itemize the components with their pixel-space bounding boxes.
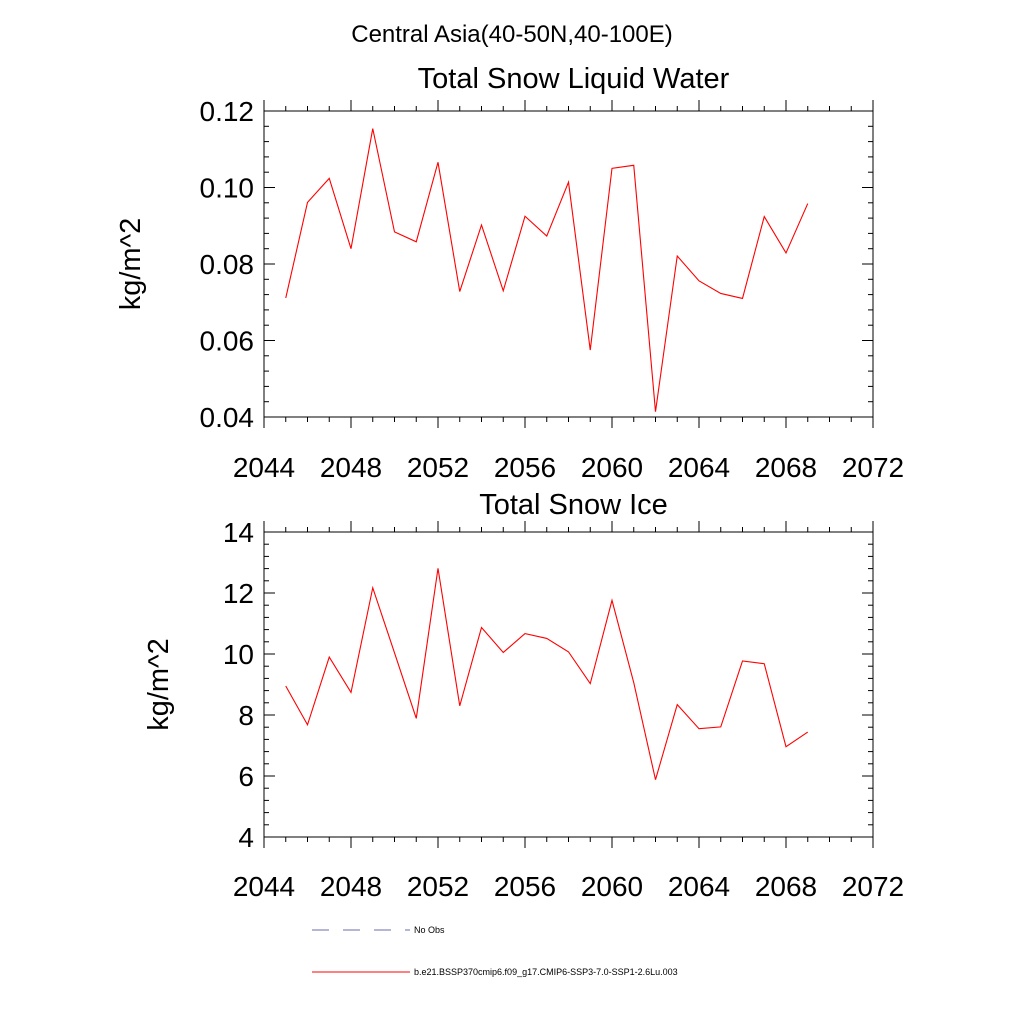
x-tick-label: 2068 xyxy=(755,871,817,902)
y-tick-label: 0.06 xyxy=(200,326,255,357)
x-tick-label: 2060 xyxy=(581,871,643,902)
y-tick-label: 14 xyxy=(223,517,254,548)
chart-panel-2: Total Snow Ice kg/m^2 2044 2048 2052 2056 2060… xyxy=(143,489,904,902)
chart-title: Total Snow Liquid Water xyxy=(418,63,730,95)
y-tick-label: 0.12 xyxy=(200,96,255,127)
x-tick-label: 2072 xyxy=(842,452,904,483)
chart-title: Total Snow Ice xyxy=(479,489,668,521)
y-tick-label: 8 xyxy=(238,700,254,731)
legend-label-no-obs: No Obs xyxy=(414,925,445,935)
x-tick-label: 2068 xyxy=(755,452,817,483)
y-axis-label: kg/m^2 xyxy=(143,638,175,731)
x-tick-label: 2072 xyxy=(842,871,904,902)
chart-panel-1: Total Snow Liquid Water kg/m^2 2044 2048 205… xyxy=(115,63,904,483)
x-tick-label: 2056 xyxy=(494,871,556,902)
x-tick-label: 2044 xyxy=(233,452,295,483)
y-tick-label: 0.08 xyxy=(200,249,255,280)
x-tick-label: 2048 xyxy=(320,452,382,483)
series-line-1 xyxy=(285,128,809,412)
y-axis-label: kg/m^2 xyxy=(115,218,147,311)
y-tick-label: 0.10 xyxy=(200,173,255,204)
y-tick-label: 12 xyxy=(223,578,254,609)
plot-frame xyxy=(263,110,874,418)
figure-suptitle: Central Asia(40-50N,40-100E) xyxy=(351,21,673,48)
x-tick-label: 2044 xyxy=(233,871,295,902)
x-tick-label: 2060 xyxy=(581,452,643,483)
y-tick-label: 4 xyxy=(238,822,254,853)
x-tick-label: 2052 xyxy=(407,871,469,902)
y-tick-label: 0.04 xyxy=(200,402,255,433)
x-tick-label: 2064 xyxy=(668,452,730,483)
legend: No Obs b.e21.BSSP370cmip6.f09_g17.CMIP6-S… xyxy=(312,925,678,977)
x-tick-label: 2048 xyxy=(320,871,382,902)
legend-label-run: b.e21.BSSP370cmip6.f09_g17.CMIP6-SSP3-7.… xyxy=(414,967,678,977)
x-tick-label: 2056 xyxy=(494,452,556,483)
y-tick-label: 6 xyxy=(238,761,254,792)
y-tick-label: 10 xyxy=(223,639,254,670)
series-line-1 xyxy=(285,568,809,780)
x-tick-label: 2052 xyxy=(407,452,469,483)
plot-frame xyxy=(263,531,874,838)
x-tick-label: 2064 xyxy=(668,871,730,902)
